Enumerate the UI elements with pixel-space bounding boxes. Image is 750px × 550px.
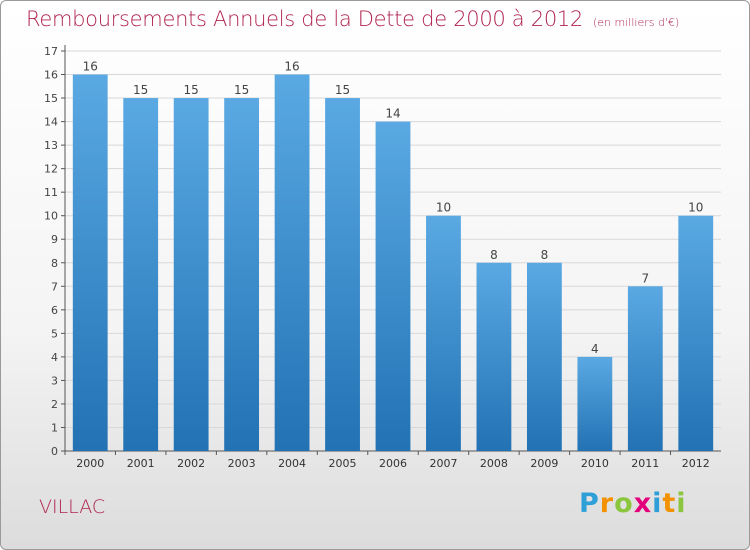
bar (476, 262, 512, 451)
proxiti-logo: Proxiti (579, 488, 687, 519)
chart-unit: (en milliers d'€) (593, 16, 680, 29)
logo-letter: P (579, 488, 600, 519)
y-tick-label: 5 (51, 327, 58, 340)
bar (274, 74, 310, 451)
x-tick-label: 2007 (429, 457, 457, 470)
y-tick-label: 11 (44, 186, 58, 199)
y-tick-label: 17 (44, 45, 58, 58)
x-tick-label: 2012 (682, 457, 710, 470)
data-label: 7 (641, 271, 649, 285)
bar (72, 74, 108, 451)
y-tick-label: 6 (51, 304, 58, 317)
x-tick-label: 2000 (76, 457, 104, 470)
y-tick-label: 10 (44, 210, 58, 223)
logo-letter: t (662, 488, 677, 519)
x-tick-label: 2008 (480, 457, 508, 470)
y-tick-label: 12 (44, 163, 58, 176)
bar (173, 98, 209, 451)
y-tick-label: 15 (44, 92, 58, 105)
location-label: VILLAC (39, 496, 106, 518)
bar (678, 215, 714, 451)
bars: 16 15 15 15 16 15 14 10 8 8 4 7 10 (72, 60, 714, 452)
bar (627, 286, 663, 451)
y-tick-label: 16 (44, 69, 58, 82)
x-tick-label: 2011 (631, 457, 659, 470)
logo-letter: r (599, 488, 615, 519)
data-label: 16 (83, 60, 98, 74)
y-tick-label: 7 (51, 280, 58, 293)
x-tick-label: 2002 (177, 457, 205, 470)
data-label: 8 (541, 248, 549, 262)
x-tick-label: 2003 (228, 457, 256, 470)
data-label: 15 (234, 83, 249, 97)
data-label: 15 (335, 83, 350, 97)
chart-title-text: Remboursements Annuels de la Dette de 20… (26, 7, 583, 31)
y-tick-label: 13 (44, 139, 58, 152)
y-tick-label: 8 (51, 257, 58, 270)
data-label: 8 (490, 248, 498, 262)
y-tick-label: 9 (51, 233, 58, 246)
chart-title: Remboursements Annuels de la Dette de 20… (26, 7, 679, 31)
data-label: 4 (591, 342, 599, 356)
logo-letter: o (614, 488, 634, 519)
bar (224, 98, 260, 451)
logo-letter: i (652, 488, 663, 519)
logo-letter: x (633, 488, 653, 519)
y-tick-label: 14 (44, 116, 58, 129)
y-tick-label: 4 (51, 351, 58, 364)
x-tick-label: 2005 (329, 457, 357, 470)
data-label: 15 (133, 83, 148, 97)
bar (375, 121, 411, 452)
bar (577, 356, 613, 451)
x-tick-label: 2004 (278, 457, 306, 470)
data-label: 14 (385, 107, 400, 121)
x-tick-label: 2009 (530, 457, 558, 470)
y-tick-label: 1 (51, 421, 58, 434)
x-tick-label: 2010 (581, 457, 609, 470)
data-label: 10 (436, 201, 451, 215)
logo-letter: i (676, 488, 687, 519)
data-label: 15 (184, 83, 199, 97)
y-tick-label: 3 (51, 374, 58, 387)
y-tick-label: 0 (51, 445, 58, 458)
x-tick-label: 2006 (379, 457, 407, 470)
y-tick-label: 2 (51, 398, 58, 411)
bar (325, 98, 360, 451)
x-tick-label: 2001 (127, 457, 155, 470)
data-label: 10 (688, 201, 703, 215)
bar (426, 215, 461, 451)
bar (526, 262, 562, 451)
data-label: 16 (284, 60, 299, 74)
bar (123, 98, 159, 451)
